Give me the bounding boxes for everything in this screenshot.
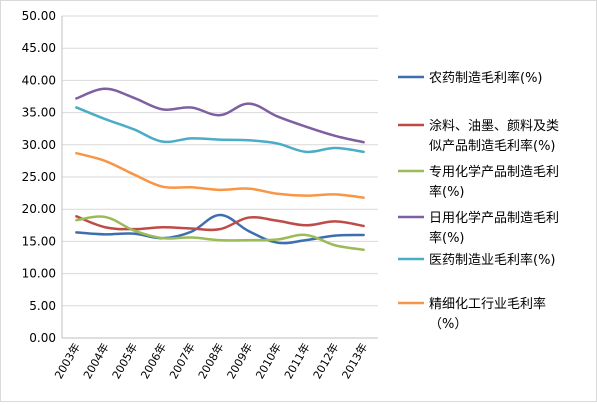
data-series [75,87,365,252]
legend-label: 日用化学产品制造毛利 [429,210,559,226]
x-tick-label: 2008年 [195,341,227,382]
x-axis-tick-labels: 2003年2004年2005年2006年2007年2008年2009年2010年… [51,341,370,382]
x-tick-label: 2013年 [339,341,371,382]
x-tick-label: 2005年 [109,341,141,382]
series-line-4 [75,106,365,154]
y-tick-label: 0.00 [29,331,56,345]
y-tick-label: 15.00 [22,234,56,248]
legend-label: 涂料、油墨、颜料及类 [429,118,559,134]
series-line-2 [75,215,365,252]
x-tick-label: 2011年 [281,341,313,382]
y-tick-label: 35.00 [22,106,56,120]
x-tick-label: 2007年 [166,341,198,382]
x-tick-label: 2004年 [80,341,112,382]
y-tick-label: 25.00 [22,170,56,184]
legend-label: （%） [429,317,467,332]
x-tick-label: 2010年 [252,341,284,382]
legend-label: 率(%) [429,230,465,246]
x-tick-label: 2009年 [224,341,256,382]
legend-label: 率(%) [429,184,465,200]
y-tick-label: 5.00 [29,299,56,313]
x-tick-label: 2003年 [51,341,83,382]
legend-label: 医药制造业毛利率(%) [429,252,556,268]
legend-label: 似产品制造毛利率(%) [429,138,556,154]
legend-label: 精细化工行业毛利率 [429,296,546,312]
y-tick-label: 10.00 [22,267,56,281]
x-tick-label: 2012年 [310,341,342,382]
x-tick-label: 2006年 [138,341,170,382]
y-tick-label: 45.00 [22,41,56,55]
series-line-1 [75,215,365,232]
y-tick-label: 30.00 [22,138,56,152]
series-line-0 [75,213,365,245]
axes [61,16,378,339]
y-axis-tick-labels: 0.00 5.00 10.00 15.00 20.00 25.00 30.00 35.00 40… [22,9,56,345]
legend-label: 农药制造毛利率(%) [429,70,543,86]
series-line-3 [75,87,365,144]
y-tick-label: 20.00 [22,202,56,216]
legend-label: 专用化学产品制造毛利 [429,164,559,180]
y-tick-label: 50.00 [22,9,56,23]
series-line-5 [75,151,365,199]
y-tick-label: 40.00 [22,73,56,87]
gridlines [62,15,378,307]
